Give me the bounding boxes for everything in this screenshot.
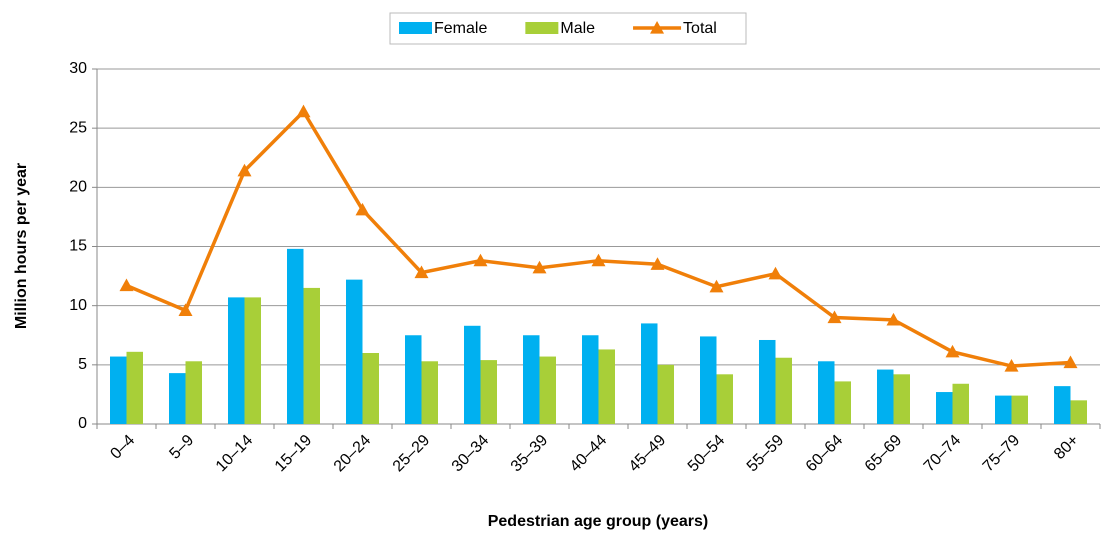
marker xyxy=(650,257,665,270)
bar xyxy=(818,361,835,424)
x-tick-label: 35–39 xyxy=(508,432,552,476)
bar xyxy=(995,395,1012,424)
bar xyxy=(464,325,481,424)
bar xyxy=(244,297,261,424)
bar xyxy=(700,336,717,424)
y-tick-label: 10 xyxy=(69,297,87,314)
bar xyxy=(877,369,894,424)
y-tick-label: 25 xyxy=(69,119,87,136)
bar xyxy=(169,373,186,424)
x-tick-label: 0–4 xyxy=(107,432,138,463)
bar xyxy=(303,287,320,424)
x-tick-label: 5–9 xyxy=(166,432,197,463)
x-tick-label: 50–54 xyxy=(685,432,729,476)
bar xyxy=(893,374,910,424)
bar xyxy=(834,381,851,424)
legend-label: Total xyxy=(683,20,717,37)
marker xyxy=(886,312,901,326)
bar xyxy=(641,323,658,424)
marker xyxy=(355,202,370,216)
y-axis-title: Million hours per year xyxy=(13,163,30,329)
marker xyxy=(1004,359,1019,372)
bar xyxy=(539,356,556,424)
x-tick-label: 55–59 xyxy=(744,432,788,476)
bar xyxy=(362,353,379,424)
bar xyxy=(523,335,540,424)
bar xyxy=(480,360,497,424)
bar xyxy=(775,357,792,424)
x-tick-label: 10–14 xyxy=(213,432,257,476)
marker xyxy=(237,163,252,177)
x-tick-label: 45–49 xyxy=(626,432,670,476)
bar xyxy=(1070,400,1087,424)
marker xyxy=(591,253,606,267)
x-tick-label: 80+ xyxy=(1051,432,1082,463)
marker xyxy=(827,310,842,324)
marker xyxy=(768,266,783,280)
legend-box xyxy=(389,12,747,45)
y-tick-label: 0 xyxy=(78,415,87,432)
x-tick-label: 25–29 xyxy=(390,432,434,476)
marker xyxy=(414,265,429,279)
marker xyxy=(178,303,193,316)
legend-label: Male xyxy=(560,20,595,37)
marker xyxy=(296,104,311,118)
bar xyxy=(598,349,615,424)
bar xyxy=(421,361,438,424)
y-tick-label: 20 xyxy=(69,179,87,196)
x-axis-title: Pedestrian age group (years) xyxy=(488,513,709,530)
y-tick-label: 5 xyxy=(78,356,87,373)
legend-swatch xyxy=(399,22,432,34)
x-tick-label: 30–34 xyxy=(449,432,493,476)
marker xyxy=(119,278,134,292)
bar xyxy=(110,356,127,424)
marker xyxy=(945,344,960,358)
bar xyxy=(952,383,969,424)
y-tick-label: 15 xyxy=(69,238,87,255)
x-tick-label: 15–19 xyxy=(272,432,316,476)
bar xyxy=(228,297,245,424)
bar xyxy=(1054,386,1071,424)
x-tick-label: 20–24 xyxy=(331,432,375,476)
bar xyxy=(287,248,304,424)
bar xyxy=(1011,395,1028,424)
x-tick-label: 40–44 xyxy=(567,432,611,476)
x-tick-label: 75–79 xyxy=(980,432,1024,476)
line xyxy=(125,108,1071,368)
legend-swatch xyxy=(525,22,559,34)
marker xyxy=(1063,355,1078,369)
y-tick-label: 30 xyxy=(69,60,87,77)
x-tick-label: 60–64 xyxy=(803,432,847,476)
bar xyxy=(759,339,776,424)
bar xyxy=(405,335,422,424)
bar xyxy=(185,361,202,424)
legend-label: Female xyxy=(434,20,487,37)
bar xyxy=(657,364,674,424)
bar xyxy=(346,279,363,424)
x-tick-label: 65–69 xyxy=(862,432,906,476)
bar xyxy=(582,335,599,424)
bar xyxy=(716,374,733,424)
legend-marker xyxy=(650,21,665,34)
marker xyxy=(473,253,488,267)
bar xyxy=(126,351,143,424)
bar xyxy=(936,392,953,424)
marker xyxy=(532,260,547,274)
x-tick-label: 70–74 xyxy=(921,432,965,476)
marker xyxy=(709,279,724,293)
